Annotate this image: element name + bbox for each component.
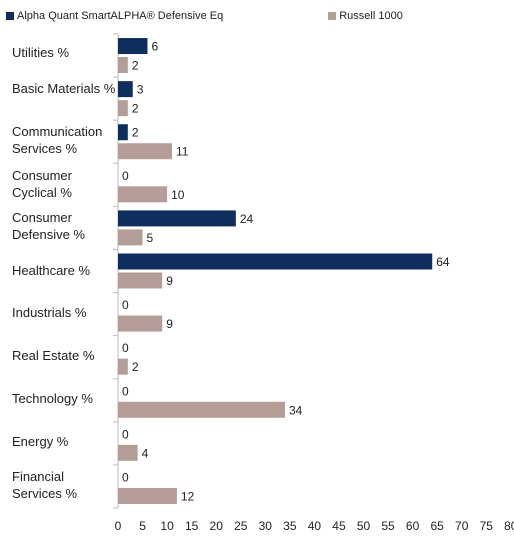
data-label: 3	[137, 83, 144, 97]
data-label: 0	[122, 169, 129, 183]
data-label: 11	[176, 145, 189, 159]
data-label: 12	[181, 489, 195, 503]
data-label: 0	[122, 384, 129, 398]
x-tick-label: 50	[357, 519, 371, 533]
category-label: Industrials %	[12, 305, 87, 320]
data-label: 2	[132, 59, 139, 73]
legend-label-series1: Alpha Quant SmartALPHA® Defensive Eq	[17, 10, 224, 22]
category-label: Basic Materials %	[12, 81, 116, 96]
data-label: 0	[122, 341, 129, 355]
bar-series2	[118, 229, 143, 246]
legend-label-series2: Russell 1000	[339, 10, 403, 22]
bar-series2	[118, 143, 173, 160]
x-tick-label: 80	[504, 519, 514, 533]
bar-series2	[118, 487, 177, 504]
x-tick-label: 5	[139, 519, 146, 533]
data-label: 9	[166, 317, 173, 331]
bar-series2	[118, 100, 128, 117]
x-tick-label: 20	[210, 519, 224, 533]
legend-swatch-series1	[6, 12, 14, 20]
data-label: 0	[122, 470, 129, 484]
data-label: 9	[166, 274, 173, 288]
x-tick-label: 30	[259, 519, 273, 533]
x-tick-label: 55	[381, 519, 395, 533]
x-tick-label: 70	[455, 519, 469, 533]
data-label: 0	[122, 298, 129, 312]
bar-series1	[118, 253, 433, 270]
category-label: Healthcare %	[12, 263, 91, 278]
x-tick-label: 60	[406, 519, 420, 533]
category-label: Consumer Defensive %	[12, 210, 85, 242]
category-label: Consumer Cyclical %	[12, 168, 72, 200]
legend-item-series2: Russell 1000	[328, 10, 403, 22]
bar-series2	[118, 401, 285, 418]
data-label: 2	[132, 102, 139, 116]
x-tick-label: 65	[430, 519, 444, 533]
bar-series2	[118, 57, 128, 74]
bar-series2	[118, 315, 163, 332]
data-label: 10	[171, 188, 185, 202]
bar-series1	[118, 81, 133, 98]
data-label: 64	[436, 255, 450, 269]
category-label: Real Estate %	[12, 348, 95, 363]
x-tick-label: 10	[160, 519, 174, 533]
bar-series2	[118, 186, 168, 203]
category-label: Communication Services %	[12, 124, 103, 156]
category-label: Utilities %	[12, 45, 70, 60]
bar-series1	[118, 124, 128, 141]
x-tick-label: 35	[283, 519, 297, 533]
category-label: Technology %	[12, 391, 93, 406]
legend-swatch-series2	[328, 12, 337, 20]
bar-series1	[118, 210, 236, 227]
legend: Alpha Quant SmartALPHA® Defensive Eq Rus…	[6, 10, 403, 22]
x-tick-label: 75	[480, 519, 494, 533]
data-label: 0	[122, 427, 129, 441]
legend-item-series1: Alpha Quant SmartALPHA® Defensive Eq	[6, 10, 223, 22]
x-tick-label: 25	[234, 519, 248, 533]
data-label: 5	[147, 231, 154, 245]
data-label: 4	[142, 446, 149, 460]
bar-series1	[118, 38, 148, 55]
data-label: 34	[289, 403, 303, 417]
data-label: 6	[151, 40, 158, 54]
category-label: Energy %	[12, 434, 69, 449]
bar-series2	[118, 272, 163, 289]
data-label: 2	[132, 360, 139, 374]
x-tick-label: 0	[115, 519, 122, 533]
data-label: 24	[240, 212, 254, 226]
data-label: 2	[132, 126, 139, 140]
bar-series2	[118, 444, 138, 461]
category-label: Financial Services %	[12, 469, 78, 501]
x-tick-label: 15	[185, 519, 199, 533]
x-tick-label: 40	[308, 519, 322, 533]
bar-series2	[118, 358, 128, 375]
x-tick-label: 45	[332, 519, 346, 533]
